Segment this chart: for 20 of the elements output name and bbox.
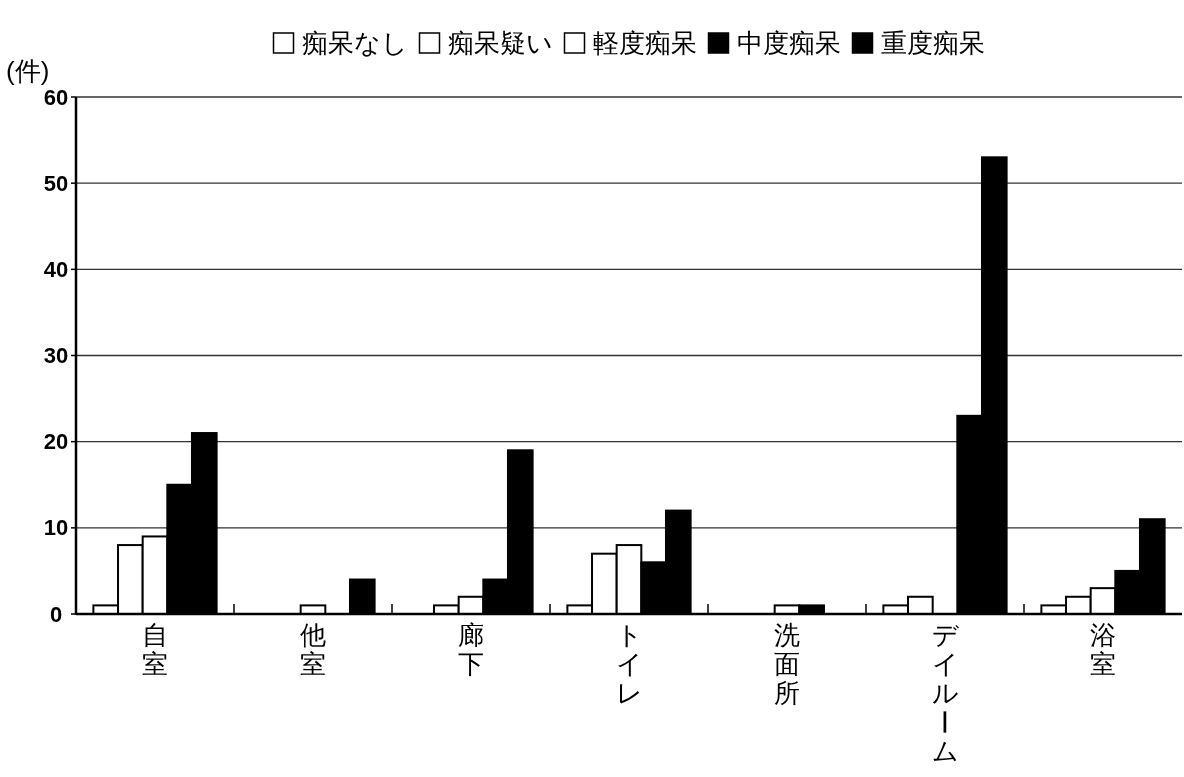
x-tick-label: 他室 bbox=[300, 620, 326, 680]
x-tick-label: 廊下 bbox=[458, 620, 484, 680]
legend-label: 軽度痴呆 bbox=[592, 28, 697, 58]
y-tick-label: 40 bbox=[43, 256, 69, 282]
x-tick-label: 浴室 bbox=[1090, 620, 1116, 680]
y-tick-label: 50 bbox=[43, 170, 69, 196]
y-tick-label: 20 bbox=[43, 429, 69, 455]
x-tick-label: トイレ bbox=[615, 620, 643, 709]
x-tick-label: 自室 bbox=[142, 620, 168, 680]
legend-label: 痴呆なし bbox=[301, 28, 408, 58]
legend-label: 痴呆疑い bbox=[447, 28, 553, 58]
legend-label: 重度痴呆 bbox=[880, 28, 985, 58]
x-tick-label: 洗面所 bbox=[774, 620, 800, 709]
y-tick-label: 10 bbox=[43, 515, 69, 541]
x-tick-label: デイルーム bbox=[929, 620, 960, 767]
y-tick-label: 0 bbox=[49, 601, 63, 627]
y-axis-title: (件) bbox=[6, 56, 50, 86]
legend-label: 中度痴呆 bbox=[736, 28, 841, 58]
y-tick-label: 30 bbox=[43, 343, 69, 368]
y-tick-label: 60 bbox=[43, 84, 69, 110]
